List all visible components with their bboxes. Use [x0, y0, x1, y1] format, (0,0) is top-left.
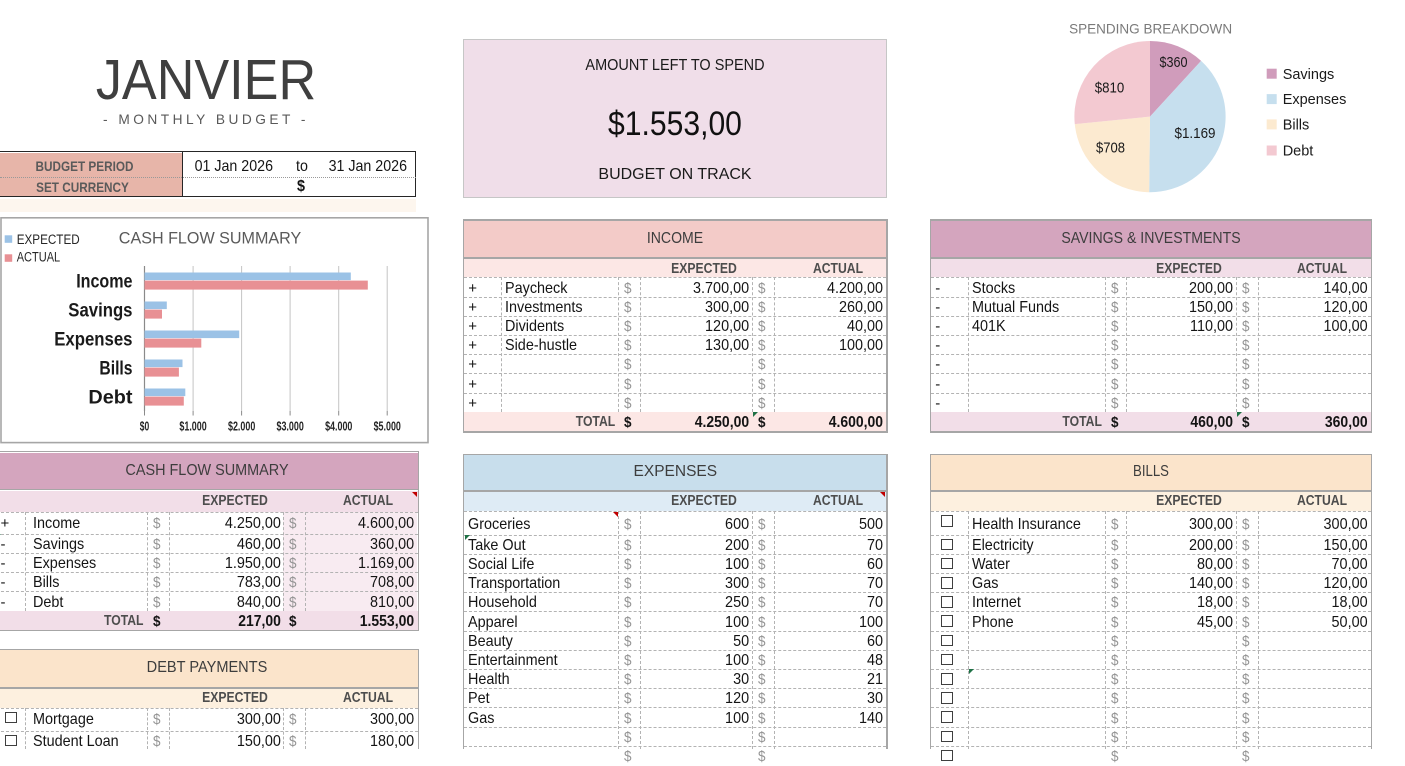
- svg-text:$0: $0: [140, 418, 150, 433]
- svg-text:Debt: Debt: [88, 387, 133, 409]
- svg-text:EXPECTED: EXPECTED: [17, 232, 80, 247]
- svg-text:Income: Income: [76, 271, 132, 293]
- svg-text:$810: $810: [1095, 80, 1125, 97]
- svg-text:$5.000: $5.000: [374, 418, 401, 433]
- svg-text:$3.000: $3.000: [277, 418, 304, 433]
- svg-text:$360: $360: [1160, 54, 1188, 71]
- svg-text:Debt: Debt: [1283, 144, 1314, 160]
- svg-text:Savings: Savings: [1283, 67, 1335, 83]
- svg-text:Bills: Bills: [1283, 118, 1310, 134]
- svg-text:CASH FLOW SUMMARY: CASH FLOW SUMMARY: [119, 229, 301, 248]
- svg-text:ACTUAL: ACTUAL: [17, 250, 61, 265]
- svg-text:Bills: Bills: [99, 358, 132, 380]
- svg-text:Expenses: Expenses: [1283, 92, 1347, 108]
- svg-text:$4.000: $4.000: [325, 418, 352, 433]
- svg-text:Expenses: Expenses: [54, 329, 132, 351]
- svg-text:$1.169: $1.169: [1175, 125, 1216, 142]
- svg-text:$2.000: $2.000: [228, 418, 255, 433]
- svg-text:$1.000: $1.000: [179, 418, 206, 433]
- svg-text:Savings: Savings: [68, 300, 132, 322]
- svg-text:$708: $708: [1096, 140, 1125, 157]
- svg-text:SPENDING BREAKDOWN: SPENDING BREAKDOWN: [1069, 21, 1232, 37]
